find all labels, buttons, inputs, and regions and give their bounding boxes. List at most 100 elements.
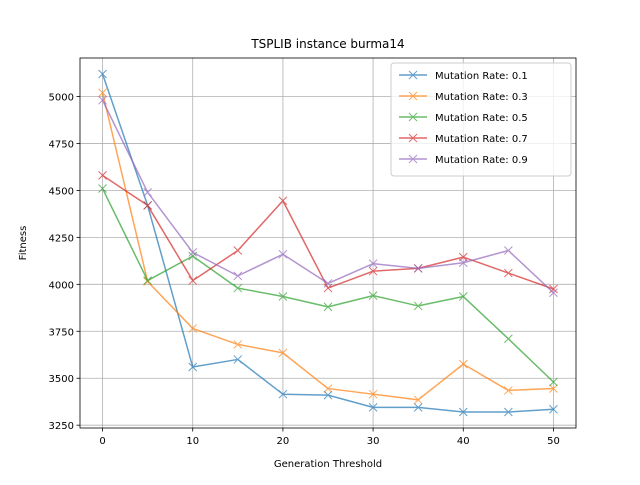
data-point <box>549 384 558 393</box>
x-tick-label: 0 <box>99 436 105 447</box>
data-point <box>98 171 107 180</box>
marker-stroke <box>143 276 152 285</box>
marker-stroke <box>278 196 288 206</box>
data-point <box>413 301 423 311</box>
x-tick-label: 40 <box>457 436 470 447</box>
data-point <box>368 259 378 269</box>
series-5 <box>98 95 558 298</box>
marker-stroke <box>368 266 378 276</box>
marker-stroke <box>233 340 243 349</box>
marker-stroke <box>458 292 468 301</box>
legend-label: Mutation Rate: 0.9 <box>435 155 528 166</box>
data-point <box>98 95 107 105</box>
marker-stroke <box>98 69 107 79</box>
marker-stroke <box>233 283 243 293</box>
legend-marker <box>408 112 418 122</box>
marker-stroke <box>278 348 288 358</box>
marker-stroke <box>323 390 333 400</box>
data-point <box>549 288 558 298</box>
legend-swatch <box>399 112 427 122</box>
marker-stroke <box>413 264 423 273</box>
y-tick-label: 5000 <box>49 93 74 104</box>
data-point <box>278 249 288 259</box>
data-point <box>233 246 243 255</box>
y-tick-label: 4750 <box>49 139 74 150</box>
marker-stroke <box>458 359 468 369</box>
data-point <box>504 407 513 417</box>
legend-marker <box>408 91 418 101</box>
series-group <box>98 69 558 417</box>
legend-label: Mutation Rate: 0.5 <box>435 113 528 124</box>
marker-stroke <box>549 288 558 298</box>
y-tick-label: 3250 <box>49 421 74 432</box>
data-point <box>233 340 243 349</box>
x-tick-label: 20 <box>277 436 290 447</box>
data-point <box>188 362 198 372</box>
data-point <box>458 258 468 268</box>
x-tick-label: 10 <box>186 436 199 447</box>
legend: Mutation Rate: 0.1 Mutation Rate: 0.3 Muta… <box>390 62 572 177</box>
marker-stroke <box>323 279 333 288</box>
legend-label: Mutation Rate: 0.7 <box>435 134 528 145</box>
series-3 <box>98 184 558 387</box>
data-point <box>98 69 107 79</box>
x-tick-label: 50 <box>547 436 560 447</box>
chart-title: TSPLIB instance burma14 <box>250 37 404 51</box>
y-tick-label: 3750 <box>49 327 74 338</box>
marker-stroke <box>323 384 333 393</box>
data-point <box>278 389 288 399</box>
data-point <box>323 279 333 288</box>
legend-label: Mutation Rate: 0.3 <box>435 92 528 103</box>
marker-stroke <box>278 292 288 301</box>
marker-stroke <box>413 402 423 412</box>
data-point <box>458 292 468 301</box>
data-point <box>323 384 333 393</box>
data-point <box>504 386 513 395</box>
marker-stroke <box>549 384 558 393</box>
marker-stroke <box>458 407 468 417</box>
marker-stroke <box>278 389 288 399</box>
data-point <box>323 302 333 312</box>
data-point <box>458 407 468 417</box>
data-point <box>143 201 152 210</box>
marker-stroke <box>278 249 288 259</box>
x-axis-label: Generation Threshold <box>274 459 382 470</box>
data-point <box>98 184 107 193</box>
marker-stroke <box>549 377 558 387</box>
data-point <box>98 88 107 98</box>
marker-stroke <box>233 246 243 255</box>
legend-marker <box>408 70 418 80</box>
marker-stroke <box>98 184 107 193</box>
legend-box <box>390 62 572 177</box>
data-point <box>413 395 423 405</box>
marker-stroke <box>188 248 198 257</box>
marker-stroke <box>549 404 558 414</box>
marker-stroke <box>408 112 418 122</box>
data-point <box>368 266 378 276</box>
grid-lines <box>80 58 576 428</box>
data-point <box>368 402 378 412</box>
marker-stroke <box>233 355 243 364</box>
marker-stroke <box>368 389 378 399</box>
y-tick-label: 4250 <box>49 233 74 244</box>
data-point <box>504 246 513 255</box>
data-point <box>233 271 243 281</box>
legend-label: Mutation Rate: 0.1 <box>435 71 528 82</box>
marker-stroke <box>413 301 423 311</box>
legend-marker <box>408 154 418 164</box>
data-point <box>413 264 423 273</box>
marker-stroke <box>188 324 198 333</box>
marker-stroke <box>504 407 513 417</box>
data-point <box>278 292 288 301</box>
marker-stroke <box>408 154 418 164</box>
data-point <box>278 196 288 206</box>
marker-stroke <box>98 95 107 105</box>
marker-stroke <box>143 187 152 197</box>
data-point <box>413 402 423 412</box>
y-tick-label: 4000 <box>49 280 74 291</box>
legend-swatch <box>399 154 427 164</box>
marker-stroke <box>188 276 198 285</box>
data-point <box>233 355 243 364</box>
data-point <box>233 283 243 293</box>
